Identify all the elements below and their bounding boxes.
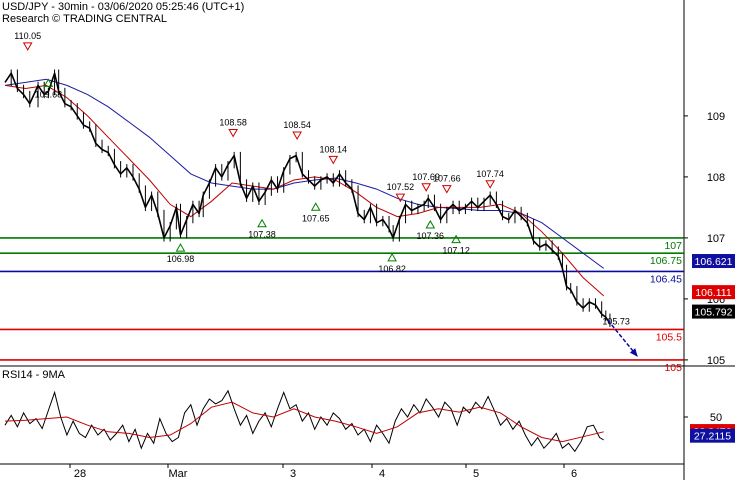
- pivot-high-label: 108.54: [283, 120, 311, 130]
- pivot-high-label: 110.05: [14, 31, 41, 41]
- pivot-high-label: 108.58: [219, 118, 247, 128]
- level-label: 106.45: [650, 273, 682, 285]
- rsi-badge: [690, 428, 735, 443]
- pivot-high-marker: [228, 129, 239, 138]
- pivot-low-marker: [310, 202, 321, 211]
- pivot-high-label: 107.69: [412, 172, 440, 182]
- time-tick-label: 5: [473, 468, 479, 480]
- price-series: [4, 69, 611, 327]
- fast-moving-average: [4, 84, 605, 297]
- pivot-high-marker: [421, 183, 432, 192]
- price-tick-label: 107: [707, 233, 725, 245]
- time-tick-label: 3: [290, 468, 296, 480]
- support-resistance-levels: 107 106.75 106.45 105.5 105: [0, 237, 684, 374]
- price-line: [4, 72, 611, 324]
- price-tick-label: 105: [707, 355, 725, 367]
- time-tick-label: Mar: [169, 468, 188, 480]
- pivot-low-marker: [257, 218, 267, 228]
- pivot-low-marker: [175, 243, 186, 252]
- level-label: 105.5: [656, 331, 682, 343]
- level-label: 107: [664, 240, 682, 252]
- pivot-high-label: 107.74: [476, 169, 504, 179]
- pivot-low-marker: [451, 234, 461, 244]
- rsi-panel: RSI14 - 9MA5032.847627.2115: [2, 369, 735, 453]
- price-tick-label: 108: [707, 172, 725, 184]
- level-label: 106.75: [650, 255, 682, 267]
- rsi-series-rsi14: [4, 389, 604, 453]
- pivot-low-label: 107.36: [417, 231, 445, 241]
- projection-arrowhead: [629, 348, 638, 357]
- price-badge-label: 106.621: [695, 256, 733, 268]
- pivot-high-marker: [292, 131, 303, 140]
- pivot-low-label: 106.98: [167, 254, 195, 264]
- price-badge: [692, 254, 735, 269]
- pivot-low-label: 107.12: [442, 246, 470, 256]
- slow-moving-average: [4, 78, 604, 269]
- pivot-high-marker: [395, 193, 406, 203]
- price-badge-label: 105.792: [695, 307, 733, 319]
- pivot-low-marker: [425, 219, 436, 229]
- pivot-low-label: 107.38: [248, 230, 276, 240]
- pivot-high-label: 108.14: [320, 144, 348, 154]
- chart-subtitle: Research © TRADING CENTRAL: [2, 13, 167, 25]
- pivot-low-label: 106.82: [378, 264, 406, 274]
- rsi-tick-label: 50: [710, 412, 722, 424]
- price-badge: [692, 304, 735, 319]
- rsi-badge-label: 27.2115: [694, 431, 731, 443]
- time-tick-label: 4: [379, 468, 385, 480]
- time-tick-label: 6: [571, 468, 577, 480]
- last-low-label: 105.73: [602, 316, 630, 326]
- pivot-low-marker: [387, 252, 397, 262]
- pivot-high-label: 107.66: [433, 174, 461, 184]
- time-tick-label: 28: [74, 468, 86, 480]
- chart-title: USD/JPY - 30min - 03/06/2020 05:25:46 (U…: [2, 1, 245, 13]
- price-badges: 106.621 106.111 105.792: [692, 254, 735, 319]
- price-badge-label: 106.111: [695, 287, 732, 299]
- pivot-low-label: 107.65: [302, 213, 330, 223]
- pivot-high-label: 107.52: [387, 182, 415, 192]
- moving-averages: [4, 78, 605, 297]
- pivot-high-marker: [441, 185, 452, 194]
- price-badge: [692, 285, 735, 300]
- time-axis: 28 Mar 3 4 5 6: [69, 464, 577, 480]
- rsi-series-9ma: [4, 401, 604, 443]
- pivot-high-marker: [328, 155, 339, 165]
- pivot-low-marker: [43, 78, 54, 87]
- level-label: 105: [664, 362, 682, 374]
- price-tick-label: 109: [707, 111, 725, 123]
- projection-arrow: [607, 319, 639, 358]
- pivot-high-marker: [22, 42, 33, 51]
- pivot-high-marker: [485, 180, 496, 189]
- rsi-title: RSI14 - 9MA: [2, 369, 66, 381]
- pivot-low-label: 109.68: [35, 89, 63, 99]
